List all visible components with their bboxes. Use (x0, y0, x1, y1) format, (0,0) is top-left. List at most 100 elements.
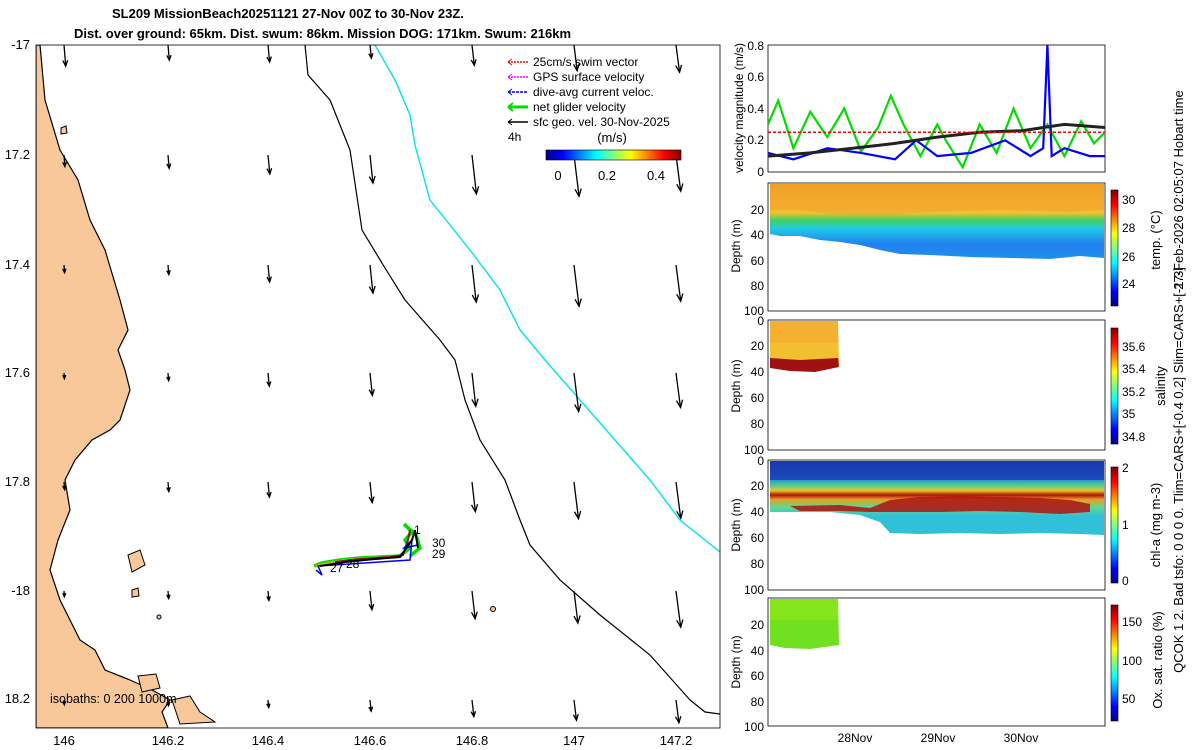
oxygen-ylabel: Depth (m) (729, 635, 743, 688)
velocity-arrow-head (470, 711, 477, 719)
salinity-upper-layer (770, 321, 838, 343)
velocity-arrow-head (573, 615, 581, 625)
lat-tick: 18.2 (5, 691, 30, 706)
chlorophyll-ylabel: Depth (m) (729, 498, 743, 551)
velocity-arrow-head (166, 163, 172, 171)
legend-net-velocity: net glider velocity (533, 100, 626, 114)
velocity-series (766, 44, 1106, 170)
velocity-arrow (267, 154, 271, 174)
velocity-arrow (167, 154, 170, 169)
colorbar-tick: 30 (1122, 193, 1136, 207)
velocity-arrow-head (62, 701, 67, 707)
temperature-colorbar (1110, 189, 1119, 307)
map-panel: 27 28 29 30 1 -17 17.2 17.4 17.6 17.8 -1… (5, 37, 721, 748)
depth-tick: 80 (751, 417, 765, 431)
day-label-29: 29 (432, 547, 446, 561)
velocity-arrow (471, 699, 475, 717)
depth-tick: 100 (744, 583, 764, 597)
legend-swim-vector: 25cm/s swim vector (533, 55, 638, 69)
velocity-arrow-head (266, 703, 271, 710)
map-frame (35, 44, 721, 729)
velocity-arrow-head (574, 188, 582, 198)
velocity-ytick: 0 (757, 165, 764, 179)
depth-tick: 100 (744, 720, 764, 734)
velocity-ytick: 0.8 (747, 39, 764, 53)
day-label-27: 27 (330, 561, 344, 575)
depth-tick: 60 (751, 669, 765, 683)
salinity-panel: 0 20 40 60 80 100 Depth (m) 35.6 35.4 35… (729, 314, 1168, 457)
velocity-arrow (573, 154, 580, 197)
isobath-label: isobaths: 0 200 1000m (50, 692, 176, 706)
velocity-arrow-head (470, 59, 477, 68)
velocity-arrow (573, 264, 580, 307)
day-label-28: 28 (346, 557, 360, 571)
map-legend: 25cm/s swim vector GPS surface velocity … (507, 55, 682, 183)
velocity-arrow-head (368, 285, 376, 295)
velocity-arrow (369, 45, 373, 59)
island-6 (490, 606, 496, 612)
colorbar-tick: 0.4 (647, 168, 665, 183)
depth-tick: 100 (744, 304, 764, 318)
isobath-1000m (374, 45, 720, 553)
velocity-arrow-head (573, 510, 582, 521)
velocity-arrow-head (676, 510, 684, 520)
velocity-series-line (766, 92, 1106, 170)
velocity-arrow-head (471, 294, 480, 304)
time-tick: 30Nov (1004, 731, 1039, 745)
velocity-ytick: 0.2 (747, 133, 764, 147)
velocity-arrow-head (62, 485, 67, 492)
velocity-arrow (675, 372, 682, 408)
depth-tick: 20 (751, 203, 765, 217)
colorbar-tick: 24 (1122, 277, 1136, 291)
salinity-ylabel: Depth (m) (729, 359, 743, 412)
salinity-colorbar-label: salinity (1153, 366, 1168, 406)
lon-tick: 147 (563, 733, 585, 748)
velocity-arrow-head (368, 388, 375, 398)
temperature-colorbar-label: temp. (°C) (1148, 210, 1163, 269)
track-dark (334, 529, 411, 563)
velocity-arrow (573, 590, 579, 624)
depth-tick: 60 (751, 254, 765, 268)
island-7 (156, 614, 162, 620)
oxygen-colorbar-label: Ox. sat. ratio (%) (1150, 611, 1165, 709)
legend-dive-avg: dive-avg current veloc. (533, 85, 654, 99)
lon-tick: 146.8 (456, 733, 489, 748)
velocity-arrow-head (676, 183, 684, 193)
colorbar-tick: 28 (1122, 221, 1136, 235)
depth-tick: 60 (751, 531, 765, 545)
velocity-arrow-head (62, 161, 68, 169)
colorbar-tick: 150 (1122, 615, 1142, 629)
velocity-arrow-head (266, 381, 272, 388)
velocity-arrow-head (62, 59, 69, 68)
track-sfc (319, 529, 419, 567)
lat-tick: 17.2 (5, 147, 30, 162)
colorbar-tick: 35.4 (1122, 362, 1146, 376)
day-label-30: 30 (432, 536, 446, 550)
colorbar-tick: 0.2 (598, 168, 616, 183)
salinity-deep-layer (770, 358, 839, 372)
velocity-arrow-head (470, 504, 479, 514)
velocity-arrow-head (675, 64, 683, 74)
velocity-arrow (267, 372, 270, 387)
velocity-arrow (471, 154, 478, 195)
colorbar-tick: 2 (1122, 461, 1129, 475)
timestamp-note: 27-Feb-2026 02:05:07 Hobart time (1171, 90, 1186, 289)
velocity-arrow-head (166, 270, 171, 277)
velocity-arrow-head (266, 167, 273, 176)
velocity-arrow-head (62, 592, 67, 599)
legend-sfc-geo: sfc geo. vel. 30-Nov-2025 (533, 115, 670, 129)
velocity-arrow (369, 264, 374, 294)
depth-tick: 80 (751, 557, 765, 571)
colorbar-tick: 100 (1122, 654, 1142, 668)
isobath-200m (304, 45, 720, 715)
lat-tick: 17.8 (5, 474, 30, 489)
velocity-arrow (369, 481, 373, 503)
velocity-arrow-head (166, 487, 171, 494)
velocity-arrow-head (368, 53, 374, 60)
velocity-arrow-head (572, 713, 579, 722)
velocity-arrow-head (368, 706, 374, 713)
depth-tick: 100 (744, 443, 764, 457)
lon-tick: 146.4 (252, 733, 285, 748)
island-5 (131, 587, 140, 598)
velocity-arrow (267, 45, 271, 63)
